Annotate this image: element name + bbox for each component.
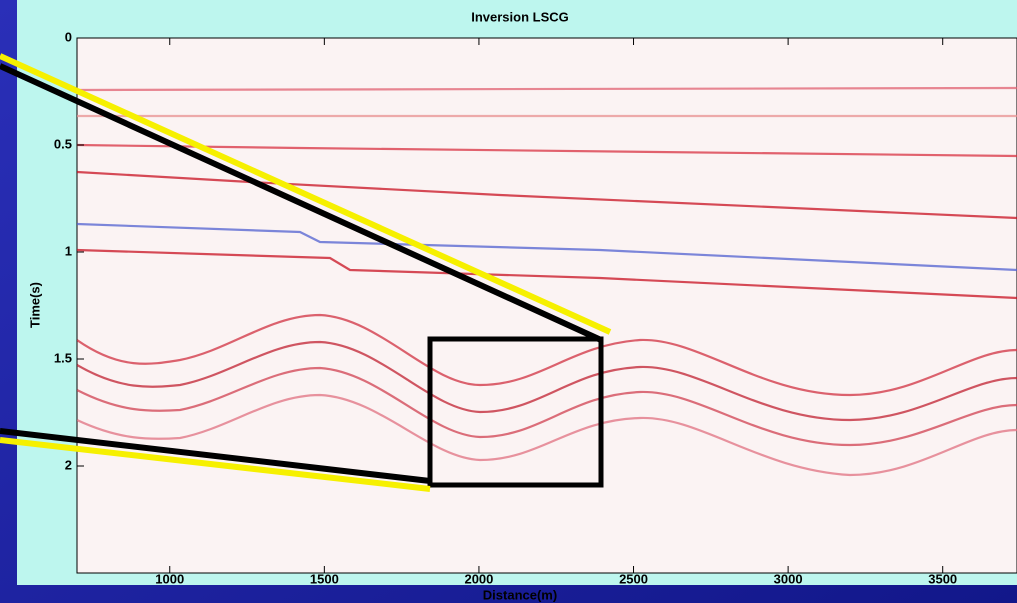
reflector xyxy=(77,170,1017,220)
x-axis-label: Distance(m) xyxy=(483,587,557,602)
x-tick-label: 3000 xyxy=(774,571,803,586)
y-axis-label: Time(s) xyxy=(27,282,42,328)
zoom-box xyxy=(427,336,604,488)
reflector xyxy=(77,340,1017,422)
reflector xyxy=(77,86,1017,92)
y-tick-label: 2 xyxy=(65,457,72,472)
seismic-section xyxy=(77,86,1017,477)
reflector xyxy=(77,248,1017,300)
zoom-line xyxy=(0,53,612,335)
x-tick-label: 2000 xyxy=(464,571,493,586)
zoom-line xyxy=(0,63,603,343)
chart-title: Inversion LSCG xyxy=(471,9,569,24)
y-tick-label: 1 xyxy=(65,243,72,258)
zoom-line xyxy=(0,437,431,492)
x-tick-label: 2500 xyxy=(619,571,648,586)
x-tick-label: 1500 xyxy=(310,571,339,586)
reflector xyxy=(77,222,1017,272)
y-tick-label: 1.5 xyxy=(54,350,72,365)
y-tick-label: 0 xyxy=(65,29,72,44)
reflector xyxy=(77,393,1017,477)
x-tick-label: 1000 xyxy=(155,571,184,586)
x-tick-label: 3500 xyxy=(928,571,957,586)
y-tick-label: 0.5 xyxy=(54,136,72,151)
reflector xyxy=(77,143,1017,158)
reflector xyxy=(77,366,1017,447)
reflector xyxy=(77,313,1017,397)
zoom-line xyxy=(0,428,431,484)
